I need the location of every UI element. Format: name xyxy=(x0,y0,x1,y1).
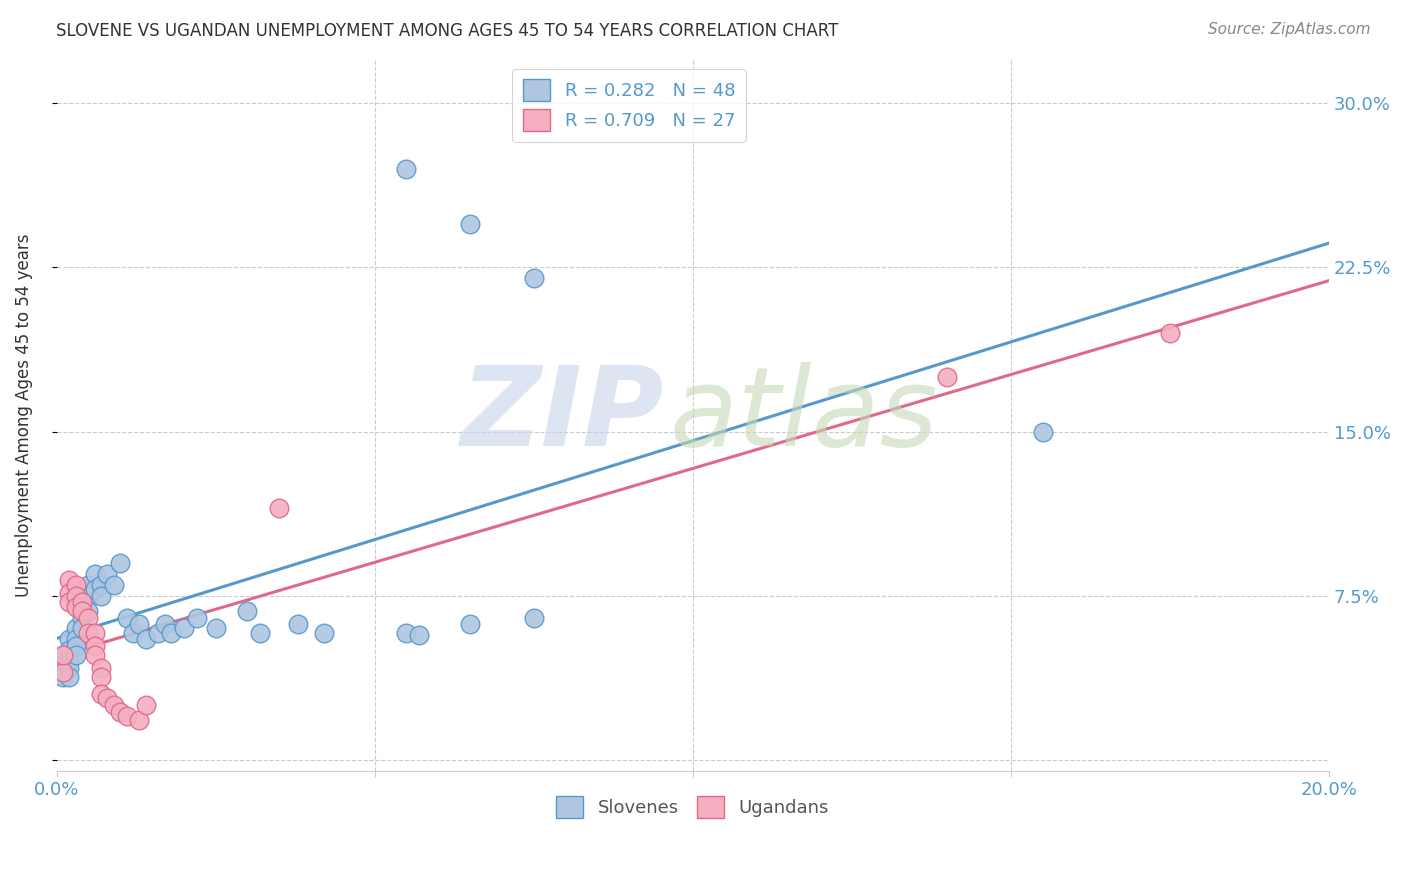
Point xyxy=(65,578,87,592)
Point xyxy=(52,670,75,684)
Point xyxy=(523,610,546,624)
Point xyxy=(312,625,335,640)
Point xyxy=(103,578,125,592)
Point xyxy=(77,610,100,624)
Point xyxy=(65,639,87,653)
Point xyxy=(77,589,100,603)
Point xyxy=(77,625,100,640)
Point xyxy=(65,589,87,603)
Point xyxy=(70,595,93,609)
Point xyxy=(110,556,132,570)
Point xyxy=(90,687,112,701)
Point xyxy=(936,369,959,384)
Point xyxy=(58,654,80,668)
Point xyxy=(83,566,105,581)
Point xyxy=(65,648,87,662)
Point xyxy=(153,617,176,632)
Point xyxy=(458,617,481,632)
Point xyxy=(236,604,259,618)
Point xyxy=(58,595,80,609)
Point xyxy=(249,625,271,640)
Point xyxy=(90,589,112,603)
Point xyxy=(160,625,183,640)
Point xyxy=(52,648,75,662)
Point xyxy=(65,599,87,614)
Point xyxy=(186,610,208,624)
Point xyxy=(395,625,418,640)
Point xyxy=(523,271,546,285)
Point xyxy=(83,639,105,653)
Point xyxy=(90,661,112,675)
Point xyxy=(65,632,87,647)
Y-axis label: Unemployment Among Ages 45 to 54 years: Unemployment Among Ages 45 to 54 years xyxy=(15,234,32,597)
Point xyxy=(52,658,75,673)
Point xyxy=(408,628,430,642)
Legend: Slovenes, Ugandans: Slovenes, Ugandans xyxy=(550,789,837,826)
Point xyxy=(115,610,138,624)
Point xyxy=(52,665,75,680)
Point xyxy=(96,691,118,706)
Point xyxy=(1159,326,1181,340)
Point xyxy=(122,625,145,640)
Text: ZIP: ZIP xyxy=(461,361,665,468)
Point xyxy=(65,622,87,636)
Point xyxy=(58,632,80,647)
Point xyxy=(103,698,125,712)
Point xyxy=(173,622,195,636)
Point xyxy=(58,574,80,588)
Point xyxy=(135,698,157,712)
Point xyxy=(90,670,112,684)
Point xyxy=(395,161,418,176)
Point xyxy=(110,705,132,719)
Point xyxy=(58,661,80,675)
Text: SLOVENE VS UGANDAN UNEMPLOYMENT AMONG AGES 45 TO 54 YEARS CORRELATION CHART: SLOVENE VS UGANDAN UNEMPLOYMENT AMONG AG… xyxy=(56,22,838,40)
Point xyxy=(58,586,80,600)
Text: Source: ZipAtlas.com: Source: ZipAtlas.com xyxy=(1208,22,1371,37)
Point xyxy=(70,622,93,636)
Point xyxy=(83,648,105,662)
Point xyxy=(96,566,118,581)
Point xyxy=(58,670,80,684)
Point xyxy=(70,604,93,618)
Point xyxy=(1031,425,1053,439)
Point xyxy=(204,622,226,636)
Point xyxy=(52,665,75,680)
Point xyxy=(70,610,93,624)
Point xyxy=(128,617,150,632)
Point xyxy=(70,599,93,614)
Point xyxy=(58,643,80,657)
Point xyxy=(148,625,170,640)
Point xyxy=(128,714,150,728)
Point xyxy=(135,632,157,647)
Point xyxy=(83,625,105,640)
Point xyxy=(52,648,75,662)
Point xyxy=(77,604,100,618)
Point xyxy=(458,217,481,231)
Point xyxy=(83,582,105,596)
Text: atlas: atlas xyxy=(669,361,938,468)
Point xyxy=(90,578,112,592)
Point xyxy=(77,578,100,592)
Point xyxy=(115,709,138,723)
Point xyxy=(269,501,291,516)
Point xyxy=(287,617,309,632)
